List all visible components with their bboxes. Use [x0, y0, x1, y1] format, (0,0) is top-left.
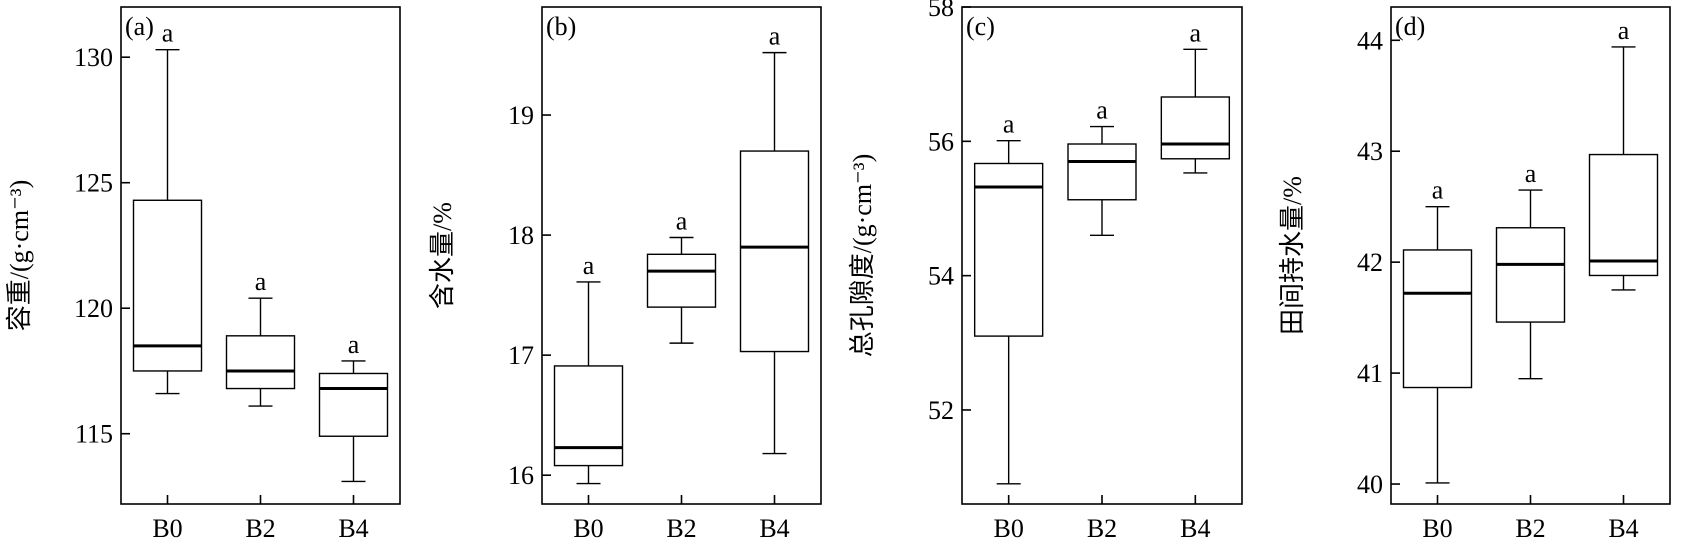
significance-letter: a: [348, 330, 360, 359]
box-iqr: [1588, 153, 1659, 277]
panels-layer: 115120125130容重/(g·cm⁻³)(a)B0aB2aB4a16171…: [5, 0, 1671, 543]
significance-letter: a: [769, 22, 781, 51]
panel-label: (a): [125, 12, 154, 41]
y-axis-label: 总孔隙度/(g·cm⁻³): [848, 154, 877, 357]
panel-label: (d): [1395, 12, 1425, 41]
y-tick-label: 56: [928, 127, 954, 156]
y-axis-label: 田间持水量/%: [1278, 176, 1307, 335]
significance-letter: a: [676, 206, 688, 235]
box-iqr: [318, 372, 389, 437]
significance-letter: a: [1525, 159, 1537, 188]
y-tick-label: 125: [74, 169, 113, 198]
significance-letter: a: [162, 19, 174, 48]
x-tick-label: B0: [1422, 514, 1452, 543]
y-tick-label: 17: [508, 341, 534, 370]
box-iqr: [646, 253, 717, 308]
box-b2: a: [646, 206, 717, 344]
box-iqr: [1160, 96, 1231, 160]
box-b2: a: [1495, 159, 1566, 380]
box-iqr: [1067, 143, 1137, 201]
y-tick-label: 42: [1357, 248, 1383, 277]
box-iqr: [1402, 249, 1473, 389]
x-tick-label: B0: [993, 514, 1023, 543]
x-tick-label: B4: [338, 514, 368, 543]
y-tick-label: 18: [508, 221, 534, 250]
box-b4: a: [739, 22, 810, 455]
box-b0: a: [1402, 176, 1473, 484]
significance-letter: a: [1432, 176, 1444, 205]
panel-label: (b): [546, 12, 576, 41]
y-tick-label: 52: [928, 396, 954, 425]
y-axis-label: 含水量/%: [428, 202, 457, 309]
chart-panel-c: 52 54 56 58 总孔隙度/(g·cm⁻³) (c) B0 a B2 a B4 a: [848, 0, 1243, 543]
significance-letter: a: [583, 251, 595, 280]
significance-letter: a: [1618, 16, 1630, 45]
box-iqr: [973, 162, 1044, 337]
significance-letter: a: [1003, 110, 1015, 139]
y-tick-label: 44: [1357, 26, 1383, 55]
chart-panel-a: 115 120 125 130 容重/(g·cm⁻³) (a) B0 a B2 a B4 a: [5, 6, 401, 543]
y-tick-label: 40: [1357, 470, 1383, 499]
y-tick-label: 43: [1357, 137, 1383, 166]
box-b2: a: [225, 267, 296, 407]
significance-letter: a: [255, 267, 267, 296]
box-iqr: [1495, 227, 1566, 323]
x-tick-label: B2: [1087, 514, 1117, 543]
box-b4: a: [318, 330, 389, 483]
box-b0: a: [132, 19, 203, 395]
x-tick-label: B0: [573, 514, 603, 543]
significance-letter: a: [1096, 96, 1108, 125]
y-axis-label: 容重/(g·cm⁻³): [5, 180, 34, 331]
box-iqr: [225, 335, 296, 390]
box-iqr: [132, 199, 203, 372]
box-iqr: [553, 365, 624, 467]
box-b4: a: [1160, 18, 1231, 174]
x-tick-label: B2: [1515, 514, 1545, 543]
chart-panel-b: 16 17 18 19 含水量/% (b) B0 a B2 a B4 a: [428, 6, 822, 543]
significance-letter: a: [1190, 18, 1202, 47]
x-tick-label: B2: [666, 514, 696, 543]
box-iqr: [739, 150, 810, 353]
x-tick-label: B0: [152, 514, 182, 543]
box-b0: a: [553, 251, 624, 485]
y-tick-label: 41: [1357, 359, 1383, 388]
chart-panel-d: 40 41 42 43 44 田间持水量/% (d) B0 a B2 a B4 a: [1278, 6, 1671, 543]
x-tick-label: B4: [759, 514, 789, 543]
panel-label: (c): [966, 12, 995, 41]
y-tick-label: 120: [74, 294, 113, 323]
y-tick-label: 115: [75, 420, 113, 449]
y-tick-label: 54: [928, 262, 954, 291]
x-tick-label: B2: [245, 514, 275, 543]
box-b0: a: [973, 110, 1044, 485]
box-b4: a: [1588, 16, 1659, 291]
x-tick-label: B4: [1180, 514, 1210, 543]
box-b2: a: [1067, 96, 1137, 237]
y-tick-label: 19: [508, 101, 534, 130]
x-tick-label: B4: [1608, 514, 1638, 543]
y-tick-label: 16: [508, 461, 534, 490]
y-tick-label: 130: [74, 43, 113, 72]
y-tick-label: 58: [928, 0, 954, 22]
